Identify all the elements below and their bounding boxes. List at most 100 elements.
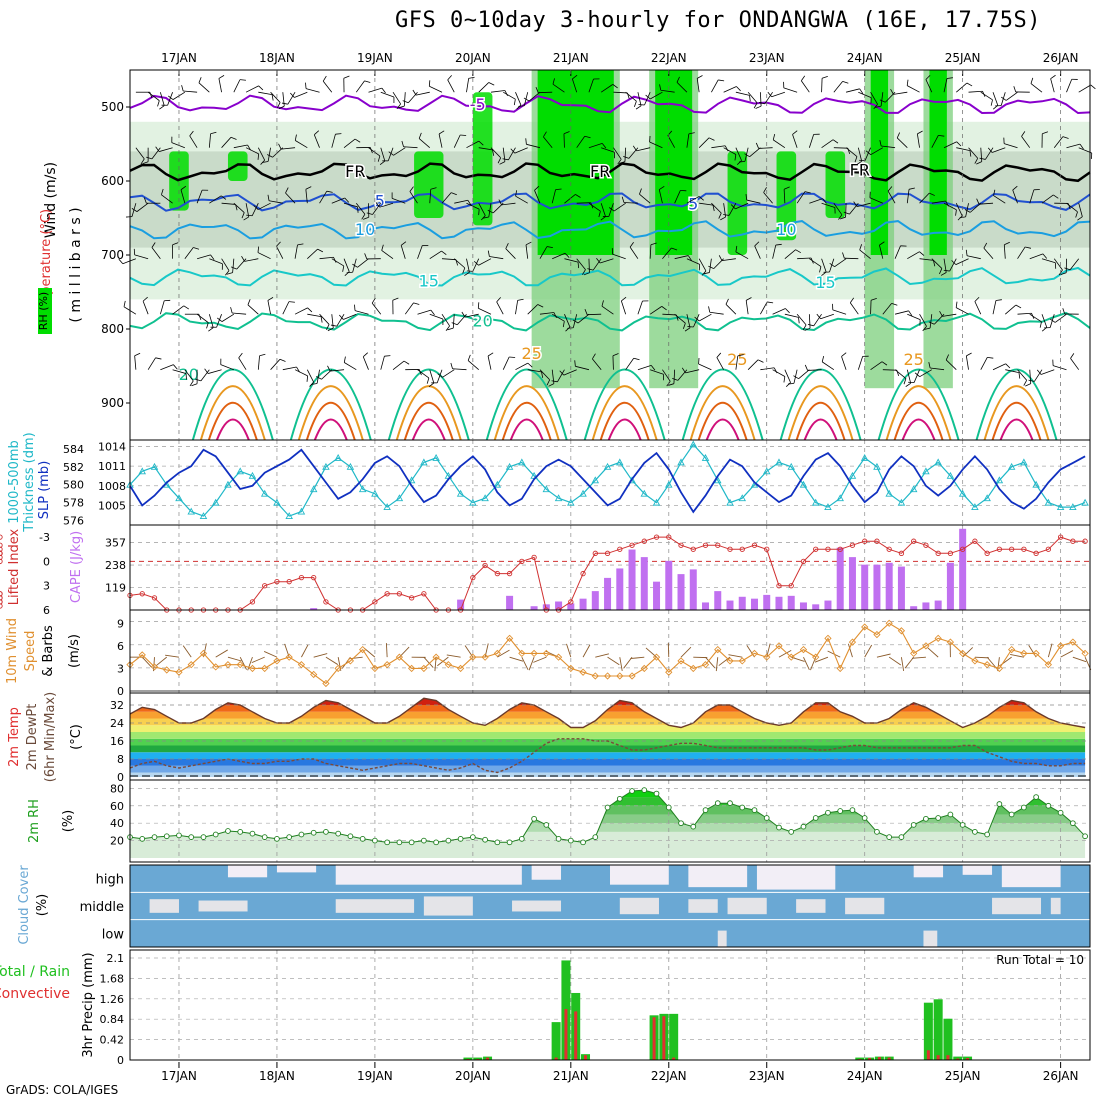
footer-credit: GrADS: COLA/IGES xyxy=(6,1083,118,1097)
rh-point xyxy=(1021,805,1026,810)
precip-convective-bar xyxy=(927,1050,930,1060)
cape-bar xyxy=(935,601,942,610)
thickness-tick-label: 578 xyxy=(63,497,84,510)
date-label-top: 19JAN xyxy=(357,51,393,65)
cloud-low-gap xyxy=(923,931,937,947)
cape-bar xyxy=(665,561,672,610)
cape-bar xyxy=(873,565,880,610)
cape-bar xyxy=(604,578,611,610)
date-label-top: 25JAN xyxy=(945,51,981,65)
temp-color-band xyxy=(130,746,1090,753)
rh-moist-blob xyxy=(228,151,248,181)
wind-barb-10m xyxy=(889,657,901,665)
rh-point xyxy=(581,840,586,845)
contour-label: FR xyxy=(590,162,610,181)
rh-point xyxy=(777,825,782,830)
date-label-top: 18JAN xyxy=(259,51,295,65)
rh-point xyxy=(740,805,745,810)
cape-bar xyxy=(837,548,844,610)
thickness-tick-label: 580 xyxy=(63,479,84,492)
rh-color-band xyxy=(130,823,1090,832)
rh-point xyxy=(642,788,647,793)
wind-barb-10m xyxy=(728,655,742,657)
date-label-bottom: 21JAN xyxy=(553,1069,589,1083)
cloud-high-gap xyxy=(610,865,669,885)
wind-speed-line xyxy=(130,623,1085,683)
wind-barb-10m xyxy=(264,651,277,657)
precip-tick-label: 2.1 xyxy=(107,952,125,965)
ylabel-cloud-cover: Cloud Cover xyxy=(17,865,32,945)
wind-barb-flag xyxy=(460,135,466,136)
rh-point xyxy=(715,801,720,806)
rh-point xyxy=(238,829,243,834)
wind-barb-flag xyxy=(429,80,430,86)
rh-point xyxy=(311,830,316,835)
wind-barb-10m xyxy=(865,645,872,657)
wind-panel-frame xyxy=(130,610,1090,693)
date-label-top: 26JAN xyxy=(1043,51,1079,65)
rh-point xyxy=(189,835,194,840)
date-label-top: 23JAN xyxy=(749,51,785,65)
rh-point xyxy=(728,801,733,806)
cloud-level-label: low xyxy=(102,927,125,942)
slp-tick-label: 1011 xyxy=(98,460,126,473)
rh-point xyxy=(262,835,267,840)
precip-convective-bar xyxy=(653,1017,656,1060)
slp-tick-label: 1005 xyxy=(98,499,126,512)
precip-convective-bar xyxy=(574,1011,577,1060)
rh-point xyxy=(838,809,843,814)
rh-point xyxy=(1009,812,1014,817)
rh-point xyxy=(397,840,402,845)
contour-label: 10 xyxy=(355,220,375,239)
rh-point xyxy=(140,836,145,841)
ylabel-precip: 3hr Precip (mm) xyxy=(81,952,96,1057)
rh-point xyxy=(385,840,390,845)
rh-point xyxy=(495,840,500,845)
cape-bar xyxy=(727,601,734,610)
ylabel-cape: CAPE (J/kg) xyxy=(69,531,84,603)
contour-label: 5 xyxy=(375,192,385,211)
rh-point xyxy=(972,829,977,834)
cape-tick-label: 357 xyxy=(105,537,126,550)
date-label-bottom: 23JAN xyxy=(749,1069,785,1083)
rh-point xyxy=(556,836,561,841)
wind-barb-flag xyxy=(479,209,480,215)
cape-bar xyxy=(775,597,782,610)
wind-barb-10m xyxy=(719,657,730,665)
date-label-bottom: 18JAN xyxy=(259,1069,295,1083)
precip-total-bar xyxy=(934,999,943,1060)
cape-bar xyxy=(751,599,758,610)
precip-tick-label: 0.42 xyxy=(100,1034,125,1047)
wind-barb-10m xyxy=(183,646,191,657)
wind-barb-10m xyxy=(1048,644,1052,658)
rh-color-band xyxy=(130,832,1090,858)
thickness-tick-label: 582 xyxy=(63,461,84,474)
contour-label: 25 xyxy=(903,350,923,369)
wind-barb-10m xyxy=(447,655,461,657)
cloud-mid-gap xyxy=(845,898,884,914)
pressure-tick-label: 600 xyxy=(101,174,124,188)
cloud-mid-gap xyxy=(512,901,561,912)
rh-point xyxy=(813,816,818,821)
wind-barb-10m xyxy=(566,644,570,657)
contour-label: 20 xyxy=(472,312,492,331)
ylabel-cloud-units: (%) xyxy=(35,894,50,917)
ylabel-2m-dewpt: 2m DewPt xyxy=(25,704,40,771)
cape-bar xyxy=(506,596,513,610)
wind-barb-10m xyxy=(1061,651,1073,658)
rh-saturated-column xyxy=(929,70,946,255)
cloud-mid-gap xyxy=(336,899,414,913)
precip-total-bar xyxy=(552,1022,561,1060)
cape-tick-label: 119 xyxy=(105,582,126,595)
rh-point xyxy=(483,837,488,842)
wind-barb-flag xyxy=(347,272,353,273)
rh-point xyxy=(703,808,708,813)
pressure-tick-label: 700 xyxy=(101,248,124,262)
slp-panel-frame xyxy=(130,440,1090,525)
rh-point xyxy=(1070,821,1075,826)
wind-barb-10m xyxy=(252,657,265,662)
rh-point xyxy=(617,796,622,801)
rh-point xyxy=(862,816,867,821)
wind-barb-10m xyxy=(583,645,590,657)
